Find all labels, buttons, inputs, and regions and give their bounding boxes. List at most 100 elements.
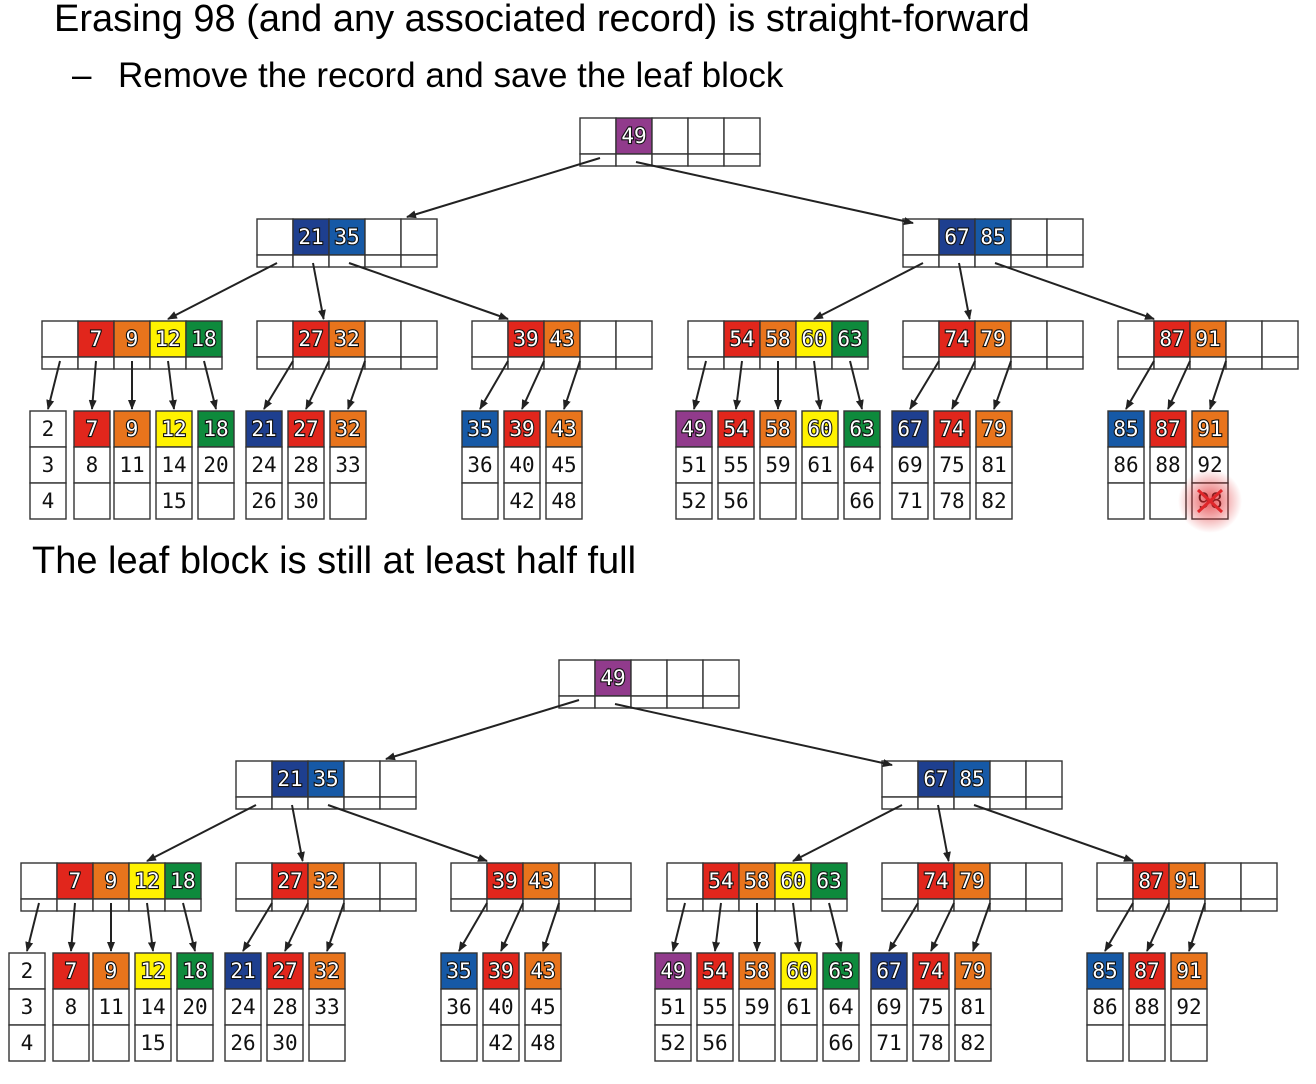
node-cell	[831, 320, 869, 358]
node-cell	[558, 862, 596, 900]
node-key: 43	[549, 327, 574, 351]
leaf-cell	[197, 410, 235, 448]
inner-node: 39 43	[450, 862, 632, 912]
node-key: 43	[528, 869, 553, 893]
pointer-cell	[1225, 356, 1263, 370]
leaf-cell	[975, 446, 1013, 484]
pointer-cell	[1046, 254, 1084, 268]
pointer-arrow	[888, 902, 919, 952]
leaf-key: 86	[1113, 453, 1138, 477]
pointer-cell	[902, 254, 940, 268]
leaf-block: 39 40 42	[503, 410, 541, 520]
leaf-cell	[870, 1024, 908, 1062]
inner-node: 54 58 60 63	[687, 320, 869, 370]
leaf-cell	[675, 482, 713, 520]
node-cell	[20, 862, 58, 900]
pointer-cell	[630, 695, 668, 709]
pointer-arrow	[733, 360, 743, 410]
leaf-cell	[843, 482, 881, 520]
leaf-block: 12 14 15	[155, 410, 193, 520]
inner-node: 7 9 12 18	[41, 320, 223, 370]
leaf-cell	[503, 410, 541, 448]
node-cell	[1261, 320, 1299, 358]
node-key: 27	[277, 869, 302, 893]
caption-text: The leaf block is still at least half fu…	[32, 540, 637, 582]
node-cell	[400, 320, 438, 358]
pointer-cell	[400, 356, 438, 370]
leaf-cell	[1128, 952, 1166, 990]
node-cell	[1240, 862, 1278, 900]
leaf-cell	[29, 446, 67, 484]
leaf-key: 75	[918, 995, 943, 1019]
inner-node: 74 79	[902, 320, 1084, 370]
leaf-cell	[1107, 482, 1145, 520]
leaf-cell	[329, 482, 367, 520]
pointer-cell	[450, 898, 488, 912]
leaf-key: 63	[828, 959, 853, 983]
leaf-key: 28	[272, 995, 297, 1019]
leaf-key: 78	[918, 1031, 943, 1055]
leaf-key: 52	[681, 489, 706, 513]
node-cell	[1025, 760, 1063, 798]
node-cell	[164, 862, 202, 900]
leaf-cell	[822, 952, 860, 990]
pointer-cell	[579, 356, 617, 370]
leaf-key: 20	[203, 453, 228, 477]
leaf-key: 8	[86, 453, 99, 477]
node-key: 39	[513, 327, 538, 351]
leaf-cell	[891, 482, 929, 520]
slide-title: Erasing 98 (and any associated record) i…	[54, 0, 1030, 40]
leaf-block: 78	[52, 952, 90, 1062]
leaf-cell	[933, 410, 971, 448]
pointer-cell	[364, 254, 402, 268]
pointer-cell	[1189, 356, 1227, 370]
leaf-key: 40	[509, 453, 534, 477]
leaf-cell	[780, 988, 818, 1026]
internal-node: 21 35	[235, 760, 417, 810]
leaf-cell	[308, 1024, 346, 1062]
leaf-key: 35	[467, 417, 492, 441]
pointer-cell	[953, 898, 991, 912]
leaf-key: 33	[335, 453, 360, 477]
pointer-arrow	[284, 902, 309, 952]
leaf-cell	[1191, 410, 1229, 448]
pointer-arrow	[500, 902, 524, 952]
leaf-block: 43 45 48	[545, 410, 583, 520]
leaf-key: 4	[42, 489, 55, 513]
leaf-key: 24	[230, 995, 255, 1019]
pointer-arrow	[958, 262, 972, 320]
pointer-cell	[989, 796, 1027, 810]
leaf-cell	[197, 446, 235, 484]
pointer-arrow	[406, 157, 601, 219]
node-cell	[1117, 320, 1155, 358]
root-node: 49	[579, 117, 761, 167]
pointer-arrow	[305, 360, 330, 410]
leaf-key: 61	[786, 995, 811, 1019]
leaf-cell	[308, 952, 346, 990]
leaf-cell	[975, 482, 1013, 520]
node-key: 67	[923, 767, 948, 791]
node-cell	[113, 320, 151, 358]
pointer-cell	[902, 356, 940, 370]
node-cell	[630, 659, 668, 697]
pointer-arrow	[1167, 360, 1191, 410]
node-key: 87	[1159, 327, 1184, 351]
pointer-cell	[271, 796, 309, 810]
pointer-cell	[328, 356, 366, 370]
node-cell	[594, 862, 632, 900]
leaf-cell	[1170, 952, 1208, 990]
node-key: 35	[334, 225, 359, 249]
leaf-key: 82	[960, 1031, 985, 1055]
leaf-key: 60	[786, 959, 811, 983]
node-cell	[471, 320, 509, 358]
pointer-arrow	[242, 902, 273, 952]
leaf-key: 74	[918, 959, 943, 983]
pointer-cell	[522, 898, 560, 912]
node-cell	[328, 218, 366, 256]
leaf-cell	[1149, 410, 1187, 448]
leaf-key: 20	[182, 995, 207, 1019]
node-cell	[343, 760, 381, 798]
inner-node: 27 32	[235, 862, 417, 912]
pointer-arrow	[1188, 902, 1206, 952]
